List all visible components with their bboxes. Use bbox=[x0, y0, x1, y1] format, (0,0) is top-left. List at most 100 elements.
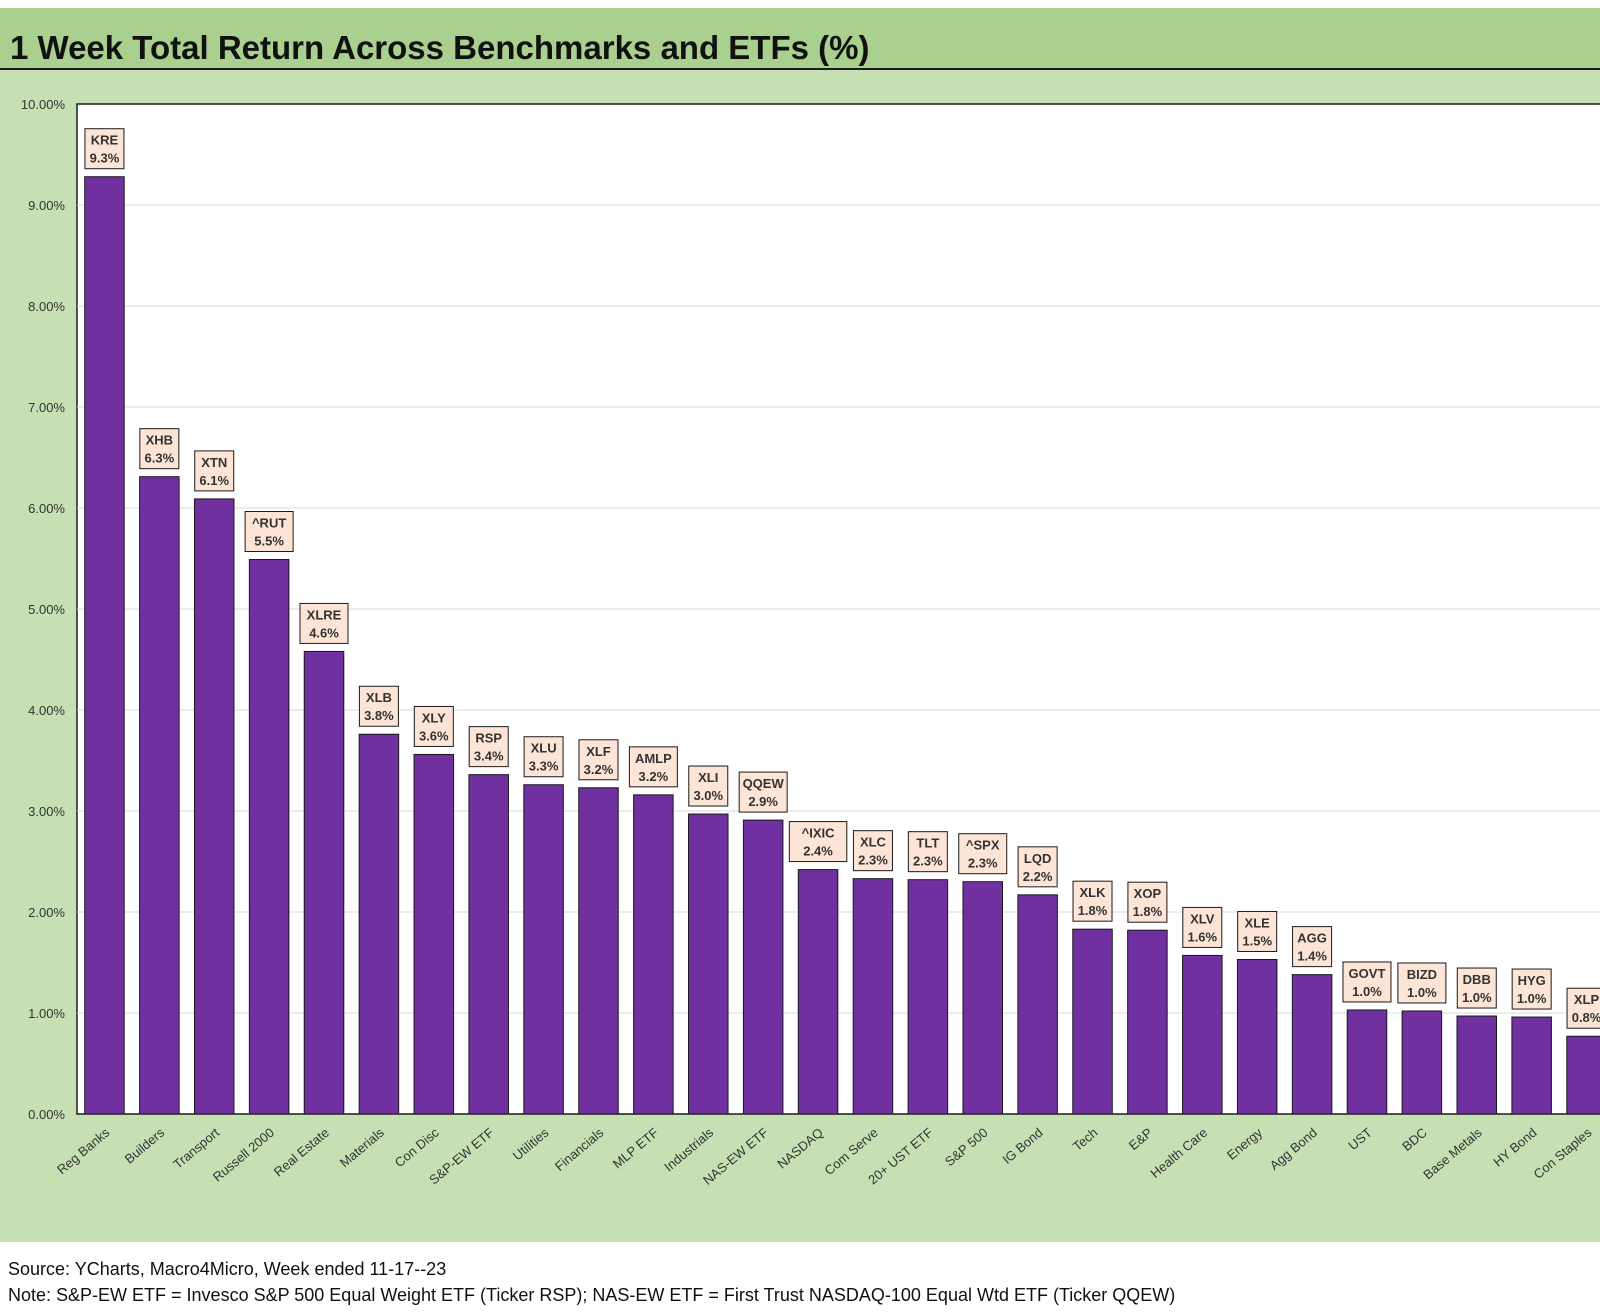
data-label-box bbox=[523, 736, 564, 778]
data-label-value: 1.8% bbox=[1133, 904, 1163, 919]
x-tick-label: Tech bbox=[1070, 1125, 1101, 1154]
data-label-value: 5.5% bbox=[254, 534, 284, 549]
data-label-box bbox=[1017, 846, 1058, 888]
x-tick-label: Industrials bbox=[661, 1124, 716, 1174]
data-label-ticker: BIZD bbox=[1407, 967, 1437, 982]
y-tick-label: 6.00% bbox=[28, 501, 65, 516]
bar bbox=[578, 787, 619, 1115]
data-label-ticker: ^IXIC bbox=[802, 826, 835, 841]
data-label-ticker: XLU bbox=[531, 741, 557, 756]
x-tick-label: Transport bbox=[170, 1125, 222, 1172]
data-label-ticker: LQD bbox=[1024, 851, 1051, 866]
bar bbox=[1346, 1009, 1388, 1115]
data-label-box bbox=[1237, 910, 1278, 952]
data-label-value: 3.0% bbox=[693, 788, 723, 803]
data-label-ticker: XLI bbox=[698, 770, 718, 785]
data-label-value: 3.6% bbox=[419, 728, 449, 743]
data-label-value: 2.9% bbox=[748, 794, 778, 809]
y-tick-label: 7.00% bbox=[28, 400, 65, 415]
x-tick-label: Health Care bbox=[1147, 1125, 1210, 1181]
bar bbox=[1127, 929, 1168, 1115]
bar bbox=[797, 869, 839, 1115]
data-label-box bbox=[628, 746, 678, 788]
data-label-value: 1.0% bbox=[1462, 990, 1492, 1005]
bar bbox=[742, 819, 784, 1115]
data-label-value: 1.8% bbox=[1078, 903, 1108, 918]
data-label-value: 6.3% bbox=[145, 451, 175, 466]
bar bbox=[688, 813, 729, 1115]
x-tick-label: Builders bbox=[122, 1124, 168, 1166]
x-tick-label: BDC bbox=[1399, 1125, 1430, 1154]
data-label-box bbox=[1292, 926, 1333, 968]
y-tick-label: 8.00% bbox=[28, 299, 65, 314]
data-label-ticker: XLE bbox=[1245, 915, 1271, 930]
chart-title: 1 Week Total Return Across Benchmarks an… bbox=[10, 29, 870, 66]
data-label-value: 2.3% bbox=[858, 853, 888, 868]
data-label-value: 3.8% bbox=[364, 708, 394, 723]
data-label-value: 0.8% bbox=[1572, 1010, 1600, 1025]
bar bbox=[1456, 1015, 1498, 1115]
x-tick-label: Agg Bond bbox=[1267, 1125, 1320, 1173]
y-tick-label: 10.00% bbox=[21, 97, 66, 112]
x-tick-label: Utilities bbox=[510, 1124, 552, 1163]
data-label-ticker: XLK bbox=[1080, 885, 1107, 900]
data-label-box bbox=[139, 428, 180, 470]
x-tick-label: Materials bbox=[337, 1124, 387, 1170]
x-tick-label: Financials bbox=[552, 1124, 607, 1173]
bar bbox=[852, 878, 894, 1115]
data-label-ticker: XTN bbox=[201, 455, 227, 470]
bar bbox=[1072, 928, 1113, 1115]
data-label-ticker: XLC bbox=[860, 835, 887, 850]
data-label-value: 1.0% bbox=[1407, 985, 1437, 1000]
data-label-value: 2.3% bbox=[968, 856, 998, 871]
data-label-ticker: QQEW bbox=[743, 776, 785, 791]
data-label-ticker: KRE bbox=[91, 133, 119, 148]
data-label-value: 1.4% bbox=[1297, 949, 1327, 964]
bar bbox=[139, 476, 180, 1115]
bar bbox=[633, 794, 674, 1115]
x-tick-label: Con Disc bbox=[392, 1124, 442, 1170]
x-tick-label: MLP ETF bbox=[610, 1125, 662, 1172]
data-label-ticker: AMLP bbox=[635, 751, 672, 766]
bar bbox=[413, 753, 455, 1115]
bar bbox=[962, 881, 1003, 1115]
data-label-value: 4.6% bbox=[309, 625, 339, 640]
y-tick-label: 4.00% bbox=[28, 703, 65, 718]
data-label-ticker: XLP bbox=[1574, 992, 1600, 1007]
data-label-box bbox=[1182, 906, 1223, 948]
data-label-ticker: XLRE bbox=[307, 607, 342, 622]
data-label-ticker: XLY bbox=[422, 710, 446, 725]
data-label-box bbox=[1456, 967, 1497, 1009]
data-label-box bbox=[358, 685, 399, 727]
bar bbox=[1291, 974, 1333, 1115]
data-label-box bbox=[1342, 961, 1392, 1003]
data-label-value: 3.4% bbox=[474, 749, 504, 764]
data-label-box bbox=[688, 765, 729, 807]
data-label-ticker: XLV bbox=[1190, 911, 1215, 926]
data-label-value: 3.2% bbox=[584, 762, 614, 777]
data-label-value: 1.6% bbox=[1187, 929, 1217, 944]
x-tick-label: S&P 500 bbox=[942, 1125, 991, 1169]
data-label-box bbox=[738, 771, 788, 813]
x-tick-label: HY Bond bbox=[1490, 1125, 1539, 1170]
data-label-value: 9.3% bbox=[90, 151, 120, 166]
bar bbox=[1236, 958, 1278, 1115]
x-tick-label: Con Staples bbox=[1531, 1124, 1595, 1181]
data-label-ticker: ^SPX bbox=[966, 838, 1000, 853]
data-label-value: 2.3% bbox=[913, 854, 943, 869]
bar bbox=[468, 774, 509, 1115]
y-tick-label: 2.00% bbox=[28, 905, 65, 920]
data-label-box bbox=[194, 450, 235, 492]
data-label-box bbox=[578, 739, 619, 781]
data-label-value: 1.0% bbox=[1517, 991, 1547, 1006]
data-label-box bbox=[1566, 987, 1600, 1029]
source-note: Source: YCharts, Macro4Micro, Week ended… bbox=[8, 1259, 447, 1279]
bar bbox=[907, 879, 949, 1115]
x-tick-label: Base Metals bbox=[1420, 1124, 1485, 1182]
data-label-ticker: RSP bbox=[475, 731, 502, 746]
data-label-box bbox=[1397, 962, 1447, 1004]
data-label-ticker: XHB bbox=[146, 433, 173, 448]
chart-area: 0.00% 1.00% 2.00% 3.00% 4.00% 5.00% 6.00% 7.00%… bbox=[0, 70, 1600, 1242]
y-tick-label: 9.00% bbox=[28, 198, 65, 213]
data-label-box bbox=[1127, 881, 1168, 923]
